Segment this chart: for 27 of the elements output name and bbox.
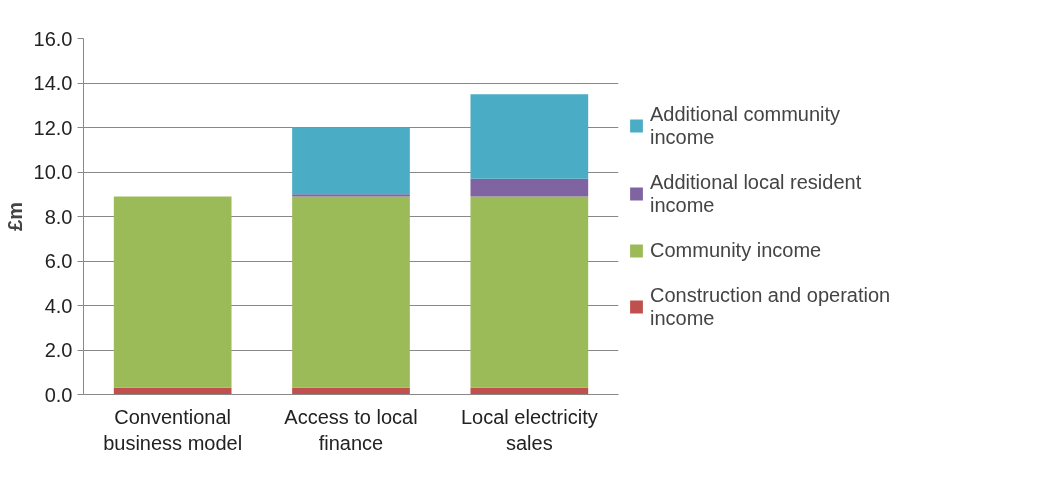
y-tick-label: 0.0 (44, 383, 73, 406)
x-tick-label: Local electricity sales (460, 405, 598, 454)
legend-label: Additional local resident income (650, 170, 862, 217)
bar (292, 387, 410, 395)
x-tick-label: Conventional business model (103, 405, 243, 454)
y-tick-label: 14.0 (33, 72, 73, 94)
bar (470, 178, 589, 197)
y-tick-label: 8.0 (44, 205, 73, 228)
bar (113, 196, 232, 388)
bar (292, 196, 410, 388)
y-tick-label: 2.0 (44, 339, 73, 361)
legend-label: Additional community income (650, 102, 841, 149)
y-tick-label: 6.0 (44, 250, 73, 272)
y-axis-title: £m (3, 202, 26, 231)
bar (292, 194, 410, 197)
y-tick-label: 4.0 (44, 294, 73, 317)
y-tick-label: 16.0 (33, 27, 73, 50)
bar (470, 196, 589, 388)
bar (292, 127, 410, 195)
bar (470, 387, 589, 395)
y-tick-label: 10.0 (33, 161, 73, 183)
legend-label: Construction and operation income (650, 283, 891, 330)
y-tick-label: 12.0 (33, 116, 73, 139)
legend-label: Community income (650, 238, 822, 262)
bar (113, 387, 232, 395)
bar (470, 94, 589, 179)
x-tick-label: Access to local finance (284, 405, 418, 454)
